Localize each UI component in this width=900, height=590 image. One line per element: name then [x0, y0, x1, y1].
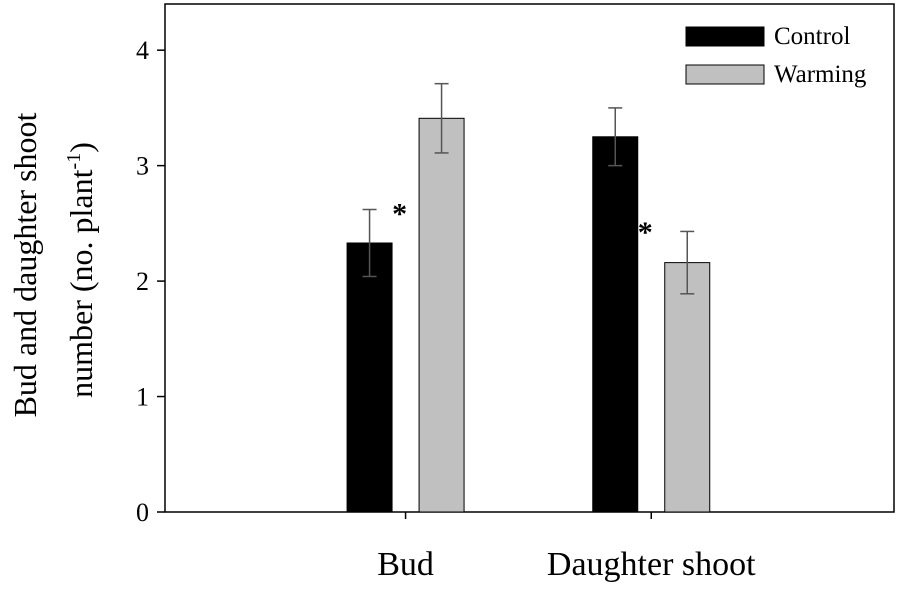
y-axis-label-line2: number (no. plant-1) — [63, 142, 99, 398]
y-tick-label-3: 3 — [136, 152, 149, 181]
legend: Control Warming — [685, 23, 867, 88]
significance-markers: ** — [392, 197, 653, 248]
bar-warming-bud — [418, 117, 465, 513]
bar-control-bud — [346, 242, 393, 513]
legend-label-control: Control — [774, 23, 850, 50]
bar-control-daughter-shoot — [592, 136, 639, 513]
error-bar-warming-0 — [434, 82, 449, 154]
y-axis-label-line1: Bud and daughter shoot — [7, 112, 43, 417]
y-tick-label-4: 4 — [136, 36, 149, 65]
bar-warming-daughter-shoot — [664, 262, 711, 513]
y-axis-label: Bud and daughter shoot number (no. plant… — [7, 112, 99, 417]
legend-label-warming: Warming — [774, 61, 867, 88]
bars — [346, 117, 711, 513]
error-bar-control-0 — [362, 208, 377, 278]
y-tick-label-0: 0 — [136, 498, 149, 527]
x-tick-label-bud: Bud — [377, 546, 434, 583]
significance-marker-1: * — [638, 216, 653, 249]
error-bar-control-1 — [608, 107, 623, 167]
plot-frame — [164, 3, 895, 513]
significance-marker-0: * — [392, 197, 407, 230]
x-axis: Bud Daughter shoot — [377, 512, 756, 583]
error-bar-warming-1 — [680, 230, 695, 295]
x-tick-label-daughter-shoot: Daughter shoot — [547, 546, 756, 583]
y-tick-label-1: 1 — [136, 383, 149, 412]
legend-swatch-control — [685, 26, 765, 47]
legend-swatch-warming — [685, 64, 765, 85]
y-tick-label-2: 2 — [136, 267, 149, 296]
error-bars — [362, 82, 695, 295]
y-axis: 0 1 2 3 4 — [136, 36, 165, 527]
